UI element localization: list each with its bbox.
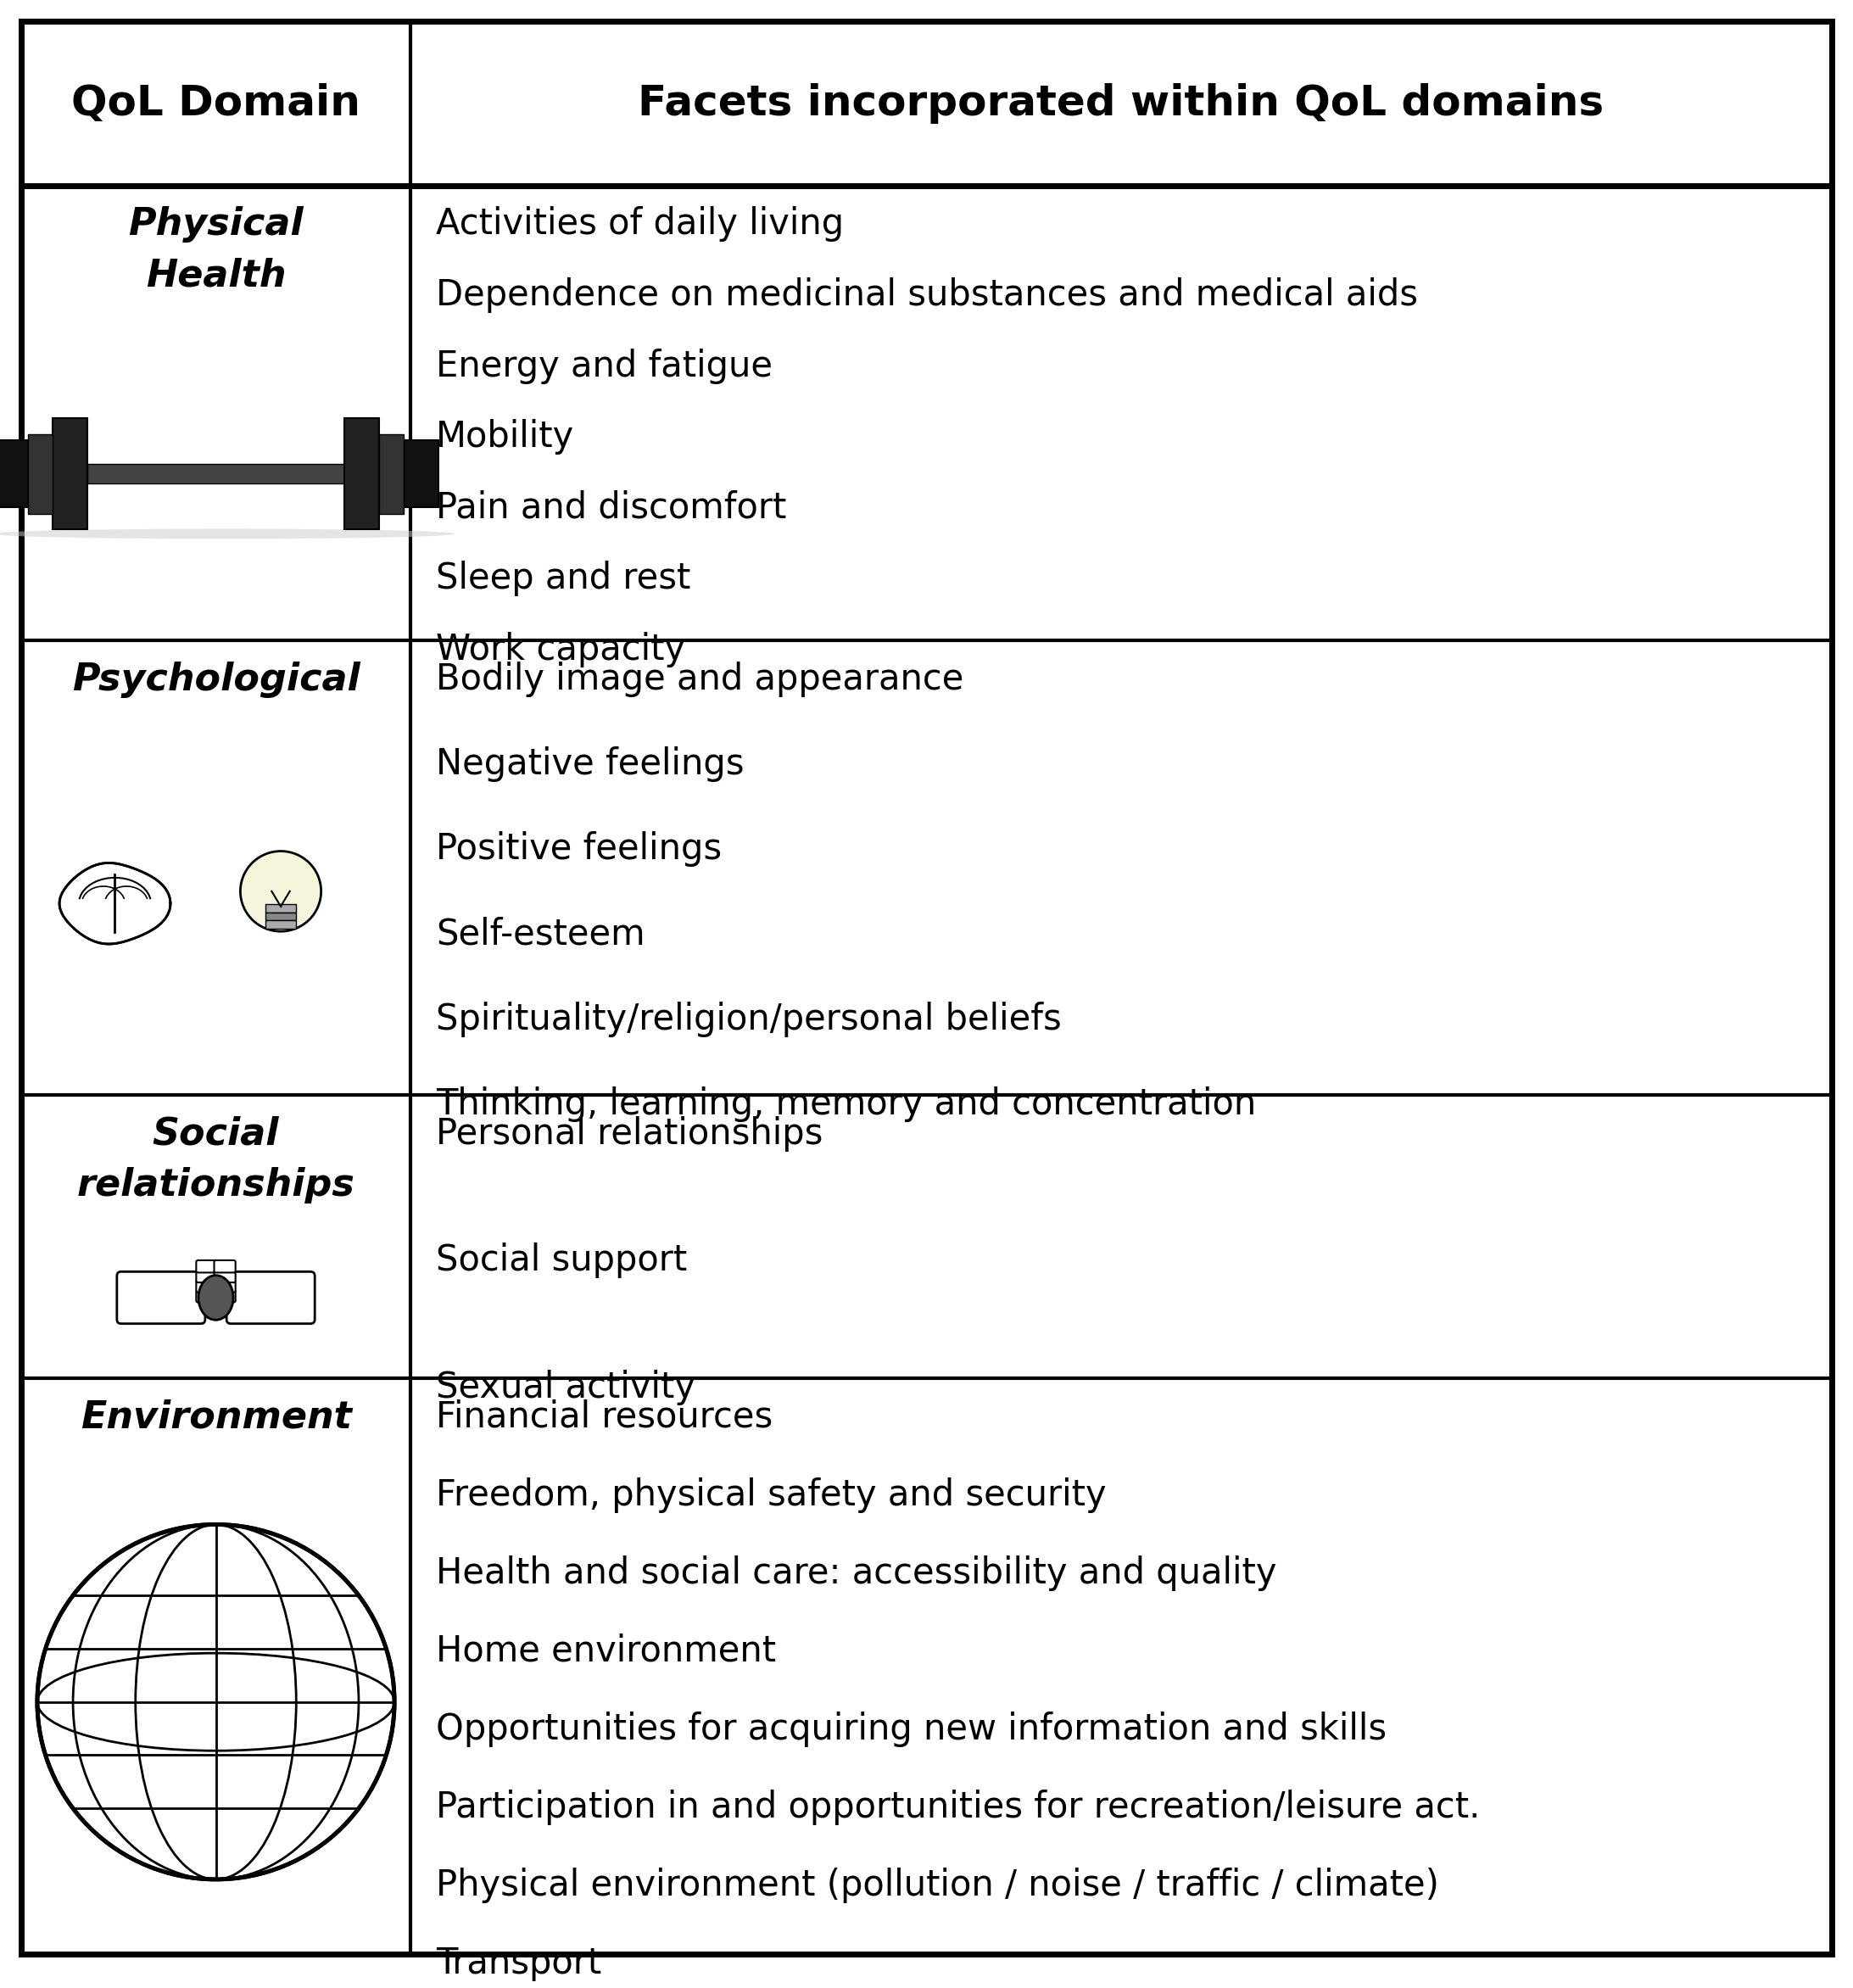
FancyBboxPatch shape xyxy=(196,1270,217,1282)
Text: Bodily image and appearance: Bodily image and appearance xyxy=(435,662,964,698)
Text: Spirituality/religion/personal beliefs: Spirituality/religion/personal beliefs xyxy=(435,1002,1062,1038)
Text: Energy and fatigue: Energy and fatigue xyxy=(435,348,773,384)
Text: Social support: Social support xyxy=(435,1242,687,1278)
Text: Self-esteem: Self-esteem xyxy=(435,916,645,952)
Text: Pain and discomfort: Pain and discomfort xyxy=(435,489,786,525)
Bar xyxy=(404,441,439,507)
Text: Physical environment (pollution / noise / traffic / climate): Physical environment (pollution / noise … xyxy=(435,1867,1440,1903)
Text: Sexual activity: Sexual activity xyxy=(435,1370,695,1406)
Ellipse shape xyxy=(37,1525,395,1879)
Text: Physical: Physical xyxy=(128,207,304,243)
Text: QoL Domain: QoL Domain xyxy=(70,83,359,123)
Text: relationships: relationships xyxy=(76,1167,356,1203)
Text: Negative feelings: Negative feelings xyxy=(435,746,745,781)
Text: Work capacity: Work capacity xyxy=(435,632,686,668)
Text: Transport: Transport xyxy=(435,1946,602,1982)
Text: Mobility: Mobility xyxy=(435,419,574,455)
FancyBboxPatch shape xyxy=(215,1260,235,1272)
Bar xyxy=(87,465,345,483)
Bar xyxy=(28,433,52,513)
Bar xyxy=(265,905,296,912)
Text: Social: Social xyxy=(152,1115,280,1153)
Text: Opportunities for acquiring new information and skills: Opportunities for acquiring new informat… xyxy=(435,1712,1386,1747)
FancyBboxPatch shape xyxy=(226,1272,315,1324)
Ellipse shape xyxy=(0,529,456,539)
Text: Health: Health xyxy=(146,256,285,294)
Text: Positive feelings: Positive feelings xyxy=(435,831,723,867)
Text: Dependence on medicinal substances and medical aids: Dependence on medicinal substances and m… xyxy=(435,278,1418,312)
Text: Facets incorporated within QoL domains: Facets incorporated within QoL domains xyxy=(637,83,1605,123)
Text: Freedom, physical safety and security: Freedom, physical safety and security xyxy=(435,1477,1106,1513)
Polygon shape xyxy=(59,863,170,944)
Text: Psychological: Psychological xyxy=(72,662,359,698)
Bar xyxy=(0,441,28,507)
Bar xyxy=(265,912,296,920)
Bar xyxy=(345,417,380,529)
Ellipse shape xyxy=(198,1276,233,1320)
Text: Health and social care: accessibility and quality: Health and social care: accessibility an… xyxy=(435,1555,1277,1590)
Bar xyxy=(380,433,404,513)
Text: Thinking, learning, memory and concentration: Thinking, learning, memory and concentra… xyxy=(435,1087,1256,1123)
FancyBboxPatch shape xyxy=(196,1290,217,1302)
FancyBboxPatch shape xyxy=(215,1270,235,1282)
Bar xyxy=(52,417,87,529)
Text: Activities of daily living: Activities of daily living xyxy=(435,207,843,243)
Text: Participation in and opportunities for recreation/leisure act.: Participation in and opportunities for r… xyxy=(435,1789,1481,1825)
FancyBboxPatch shape xyxy=(215,1290,235,1302)
FancyBboxPatch shape xyxy=(196,1280,217,1292)
Bar xyxy=(265,920,296,928)
FancyBboxPatch shape xyxy=(196,1260,217,1272)
FancyBboxPatch shape xyxy=(215,1280,235,1292)
FancyBboxPatch shape xyxy=(117,1272,206,1324)
Ellipse shape xyxy=(241,851,321,932)
Text: Home environment: Home environment xyxy=(435,1634,776,1670)
Ellipse shape xyxy=(37,1525,395,1879)
Text: Personal relationships: Personal relationships xyxy=(435,1115,823,1151)
Text: Financial resources: Financial resources xyxy=(435,1400,773,1435)
Text: Sleep and rest: Sleep and rest xyxy=(435,561,691,596)
Text: Environment: Environment xyxy=(80,1400,352,1435)
